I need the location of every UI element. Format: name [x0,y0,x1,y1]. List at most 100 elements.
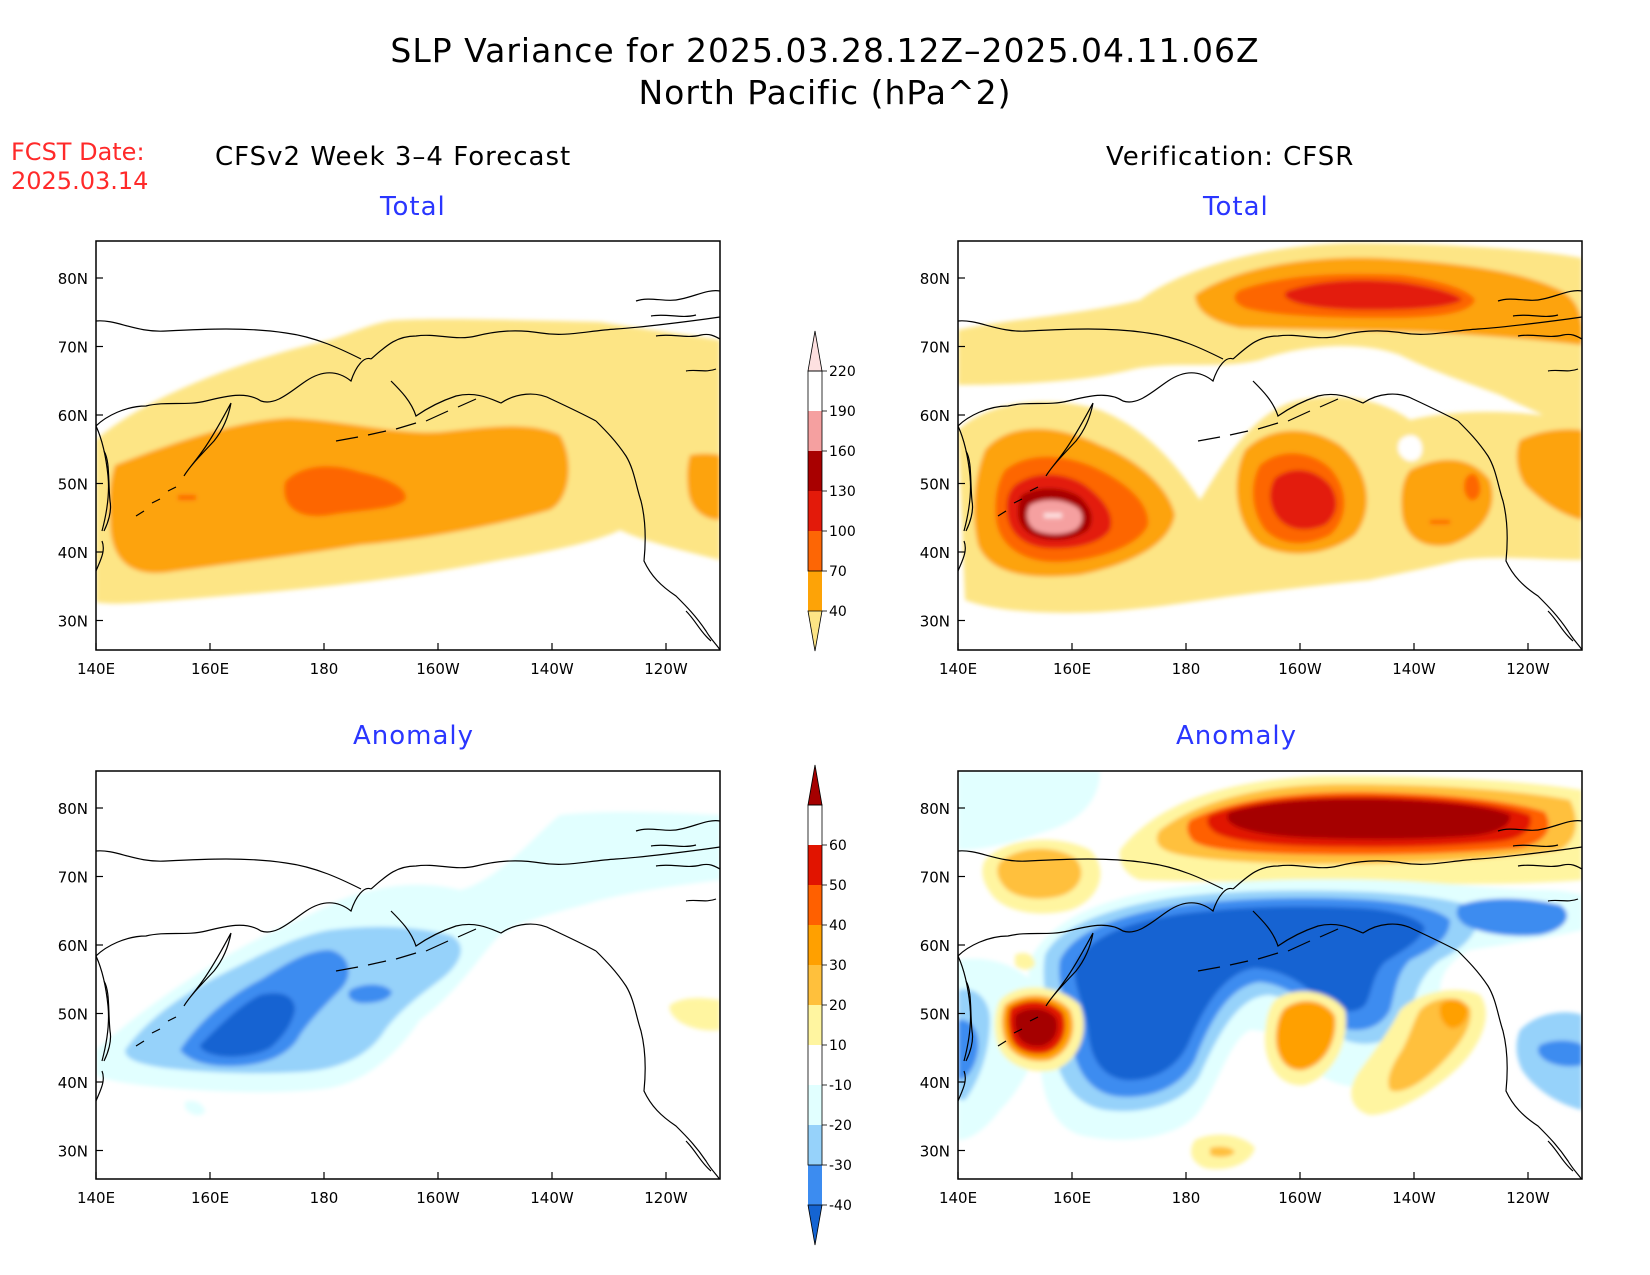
verification-total-lat-label: 70N [920,339,950,357]
verification-total-map [957,240,1583,651]
forecast-anomaly-lon-label: 180 [310,1189,339,1207]
verification-total-lat-label: 40N [920,544,950,562]
total-colorbar: 40 70 100 130 160 190 220 [807,330,856,652]
colorbar-label: -10 [829,1078,852,1094]
forecast-anomaly-map [95,770,721,1180]
forecast-anomaly-lat-label: 60N [58,937,88,955]
forecast-anomaly-lon-label: 160W [416,1189,460,1207]
colorbar-swatch [808,451,822,491]
verification-anomaly-lon-label: 120W [1506,1189,1550,1207]
colorbar-swatch [808,1085,822,1125]
verification-anomaly-lon-label: 160W [1278,1189,1322,1207]
main-title: SLP Variance for 2025.03.28.12Z–2025.04.… [0,30,1650,114]
verification-total-lat-label: 30N [920,613,950,631]
verification-total-frame [957,240,1583,651]
verification-total-lon-label: 180 [1172,660,1201,678]
verification-anomaly-lat-label: 50N [920,1006,950,1024]
colorbar-bottom-extension [807,1204,823,1246]
forecast-column-title: CFSv2 Week 3–4 Forecast [215,142,572,172]
forecast-total-lat-label: 30N [58,613,88,631]
forecast-total-lon-label: 160E [191,660,229,678]
forecast-total-lat-label: 40N [58,544,88,562]
colorbar-label: 130 [829,484,856,500]
forecast-total-lon-label: 120W [644,660,688,678]
verification-total-lon-label: 120W [1506,660,1550,678]
forecast-date-label: FCST Date: 2025.03.14 [11,138,148,196]
verification-anomaly-lat-label: 60N [920,937,950,955]
colorbar-label: 10 [829,1038,847,1054]
forecast-total-lat-label: 60N [58,407,88,425]
colorbar-frame [807,804,823,1166]
colorbar-top-extension [807,764,823,806]
title-line-2: North Pacific (hPa^2) [638,73,1012,112]
colorbar-label: 20 [829,998,847,1014]
verification-anomaly-lat-label: 40N [920,1074,950,1092]
forecast-anomaly-frame [95,770,721,1180]
forecast-date-caption: FCST Date: [11,138,145,166]
colorbar-swatch [808,571,822,611]
forecast-total-lon-label: 160W [416,660,460,678]
verification-total-lon-label: 140W [1392,660,1436,678]
colorbar-swatch [808,411,822,451]
colorbar-label: 40 [829,604,847,620]
colorbar-label: -40 [829,1198,852,1214]
forecast-anomaly-lat-label: 30N [58,1143,88,1161]
forecast-anomaly-lon-label: 120W [644,1189,688,1207]
forecast-total-lat-label: 70N [58,339,88,357]
verification-column-title: Verification: CFSR [1106,142,1355,172]
colorbar-label: 70 [829,564,847,580]
colorbar-swatch [808,1045,822,1085]
colorbar-swatch [808,531,822,571]
verification-total-lat-label: 80N [920,270,950,288]
forecast-total-subtitle: Total [380,192,446,222]
forecast-total-lat-label: 50N [58,476,88,494]
verification-total-lat-label: 60N [920,407,950,425]
verification-total-lon-label: 160W [1278,660,1322,678]
forecast-date-value: 2025.03.14 [11,167,149,195]
verification-anomaly-lon-label: 160E [1053,1189,1091,1207]
colorbar-swatch [808,1165,822,1205]
verification-anomaly-map [957,770,1583,1180]
colorbar-label: 40 [829,918,847,934]
forecast-anomaly-lon-label: 140W [530,1189,574,1207]
forecast-anomaly-subtitle: Anomaly [353,721,475,751]
colorbar-top-extension [807,330,823,372]
forecast-anomaly-lat-label: 50N [58,1006,88,1024]
title-line-1: SLP Variance for 2025.03.28.12Z–2025.04.… [390,31,1260,70]
colorbar-label: 220 [829,364,856,380]
verification-anomaly-lat-label: 70N [920,869,950,887]
colorbar-label: -20 [829,1118,852,1134]
forecast-total-lon-label: 140E [77,660,115,678]
colorbar-bottom-extension [807,610,823,652]
verification-anomaly-lat-label: 30N [920,1143,950,1161]
colorbar-label: 160 [829,444,856,460]
colorbar-label: 60 [829,838,847,854]
verification-anomaly-lat-label: 80N [920,800,950,818]
forecast-anomaly-lat-label: 80N [58,800,88,818]
colorbar-frame [807,370,823,572]
verification-anomaly-lon-label: 180 [1172,1189,1201,1207]
forecast-anomaly-lon-label: 140E [77,1189,115,1207]
colorbar-swatch [808,491,822,531]
forecast-total-frame [95,240,721,651]
forecast-total-lat-label: 80N [58,270,88,288]
forecast-total-map [95,240,721,651]
colorbar-swatch [808,925,822,965]
colorbar-label: 50 [829,878,847,894]
forecast-total-lon-label: 180 [310,660,339,678]
colorbar-swatch [808,885,822,925]
verification-total-lon-label: 160E [1053,660,1091,678]
verification-anomaly-subtitle: Anomaly [1176,721,1298,751]
anomaly-colorbar: -40 -30 -20 -10 10 20 30 40 50 60 [807,764,852,1246]
forecast-anomaly-lon-label: 160E [191,1189,229,1207]
verification-total-subtitle: Total [1203,192,1269,222]
axis-layer: 140E 160E 180 160W 140W 120W 80N 70N 60N 50N 40N 30… [58,270,1550,1207]
verification-anomaly-lon-label: 140W [1392,1189,1436,1207]
colorbar-swatch [808,1125,822,1165]
colorbar-swatch [808,1005,822,1045]
colorbar-label: -30 [829,1158,852,1174]
colorbar-label: 100 [829,524,856,540]
verification-anomaly-lon-label: 140E [939,1189,977,1207]
colorbar-label: 190 [829,404,856,420]
